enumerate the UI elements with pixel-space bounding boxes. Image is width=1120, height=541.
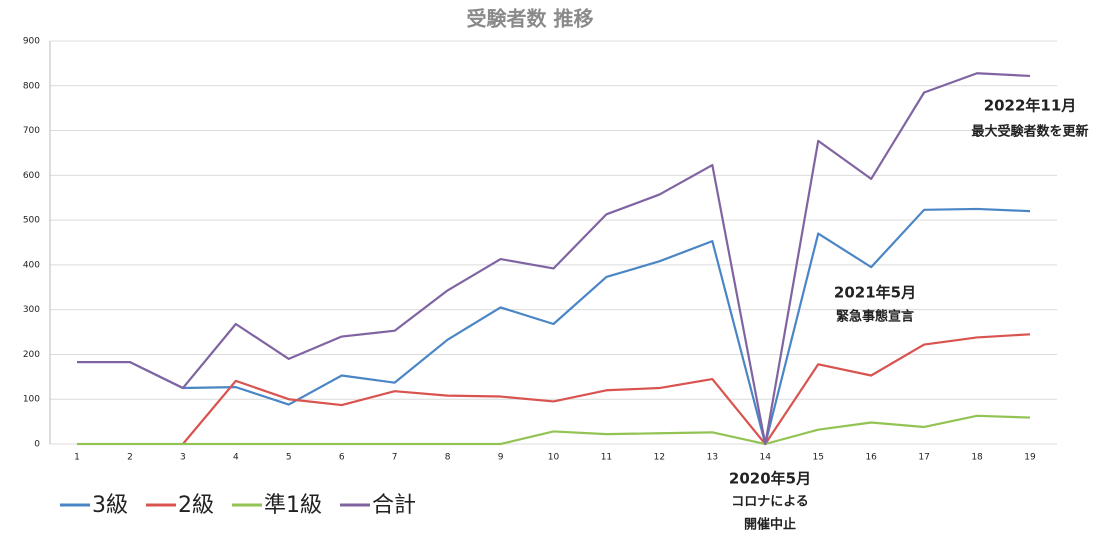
annotation: 2022年11月 bbox=[984, 97, 1077, 115]
annotation: 2020年5月 bbox=[729, 470, 811, 488]
x-tick-label: 4 bbox=[233, 453, 239, 463]
x-tick-label: 2 bbox=[127, 453, 133, 463]
annotation: 緊急事態宣言 bbox=[836, 309, 914, 325]
y-tick-label: 100 bbox=[23, 395, 40, 405]
y-tick-label: 200 bbox=[23, 350, 40, 360]
legend-label: 2級 bbox=[178, 493, 214, 518]
x-tick-label: 17 bbox=[918, 453, 929, 463]
x-tick-label: 14 bbox=[760, 453, 772, 463]
series-line bbox=[77, 72, 1031, 446]
x-tick-label: 7 bbox=[392, 453, 398, 463]
legend-label: 合計 bbox=[372, 493, 416, 518]
annotation: 開催中止 bbox=[744, 517, 796, 533]
x-tick-label: 19 bbox=[1024, 453, 1036, 463]
series-line bbox=[182, 333, 1031, 446]
annotation: 最大受験者数を更新 bbox=[971, 124, 1088, 140]
x-tick-label: 5 bbox=[286, 453, 292, 463]
annotation: 2021年5月 bbox=[834, 284, 916, 302]
x-tick-label: 1 bbox=[74, 453, 80, 463]
legend-label: 3級 bbox=[92, 493, 128, 518]
series-line bbox=[77, 207, 1031, 446]
x-tick-label: 13 bbox=[707, 453, 718, 463]
y-tick-label: 0 bbox=[34, 440, 40, 450]
y-tick-label: 300 bbox=[23, 305, 40, 315]
x-tick-label: 10 bbox=[548, 453, 560, 463]
x-tick-label: 3 bbox=[180, 453, 186, 463]
annotation: コロナによる bbox=[731, 495, 809, 510]
x-tick-label: 16 bbox=[865, 453, 877, 463]
series-line bbox=[77, 414, 1031, 446]
y-tick-label: 700 bbox=[23, 126, 40, 136]
x-tick-label: 12 bbox=[654, 453, 665, 463]
x-tick-label: 8 bbox=[445, 453, 451, 463]
y-tick-label: 500 bbox=[23, 216, 40, 226]
y-tick-label: 900 bbox=[23, 37, 40, 47]
x-tick-label: 6 bbox=[339, 453, 345, 463]
x-tick-label: 11 bbox=[601, 453, 612, 463]
x-tick-label: 18 bbox=[971, 453, 983, 463]
y-tick-label: 400 bbox=[23, 260, 40, 270]
y-tick-label: 600 bbox=[23, 171, 40, 181]
x-tick-label: 15 bbox=[812, 453, 823, 463]
x-tick-label: 9 bbox=[498, 453, 504, 463]
legend-label: 準1級 bbox=[264, 493, 322, 518]
y-tick-label: 800 bbox=[23, 81, 40, 91]
chart-title: 受験者数 推移 bbox=[467, 7, 594, 31]
